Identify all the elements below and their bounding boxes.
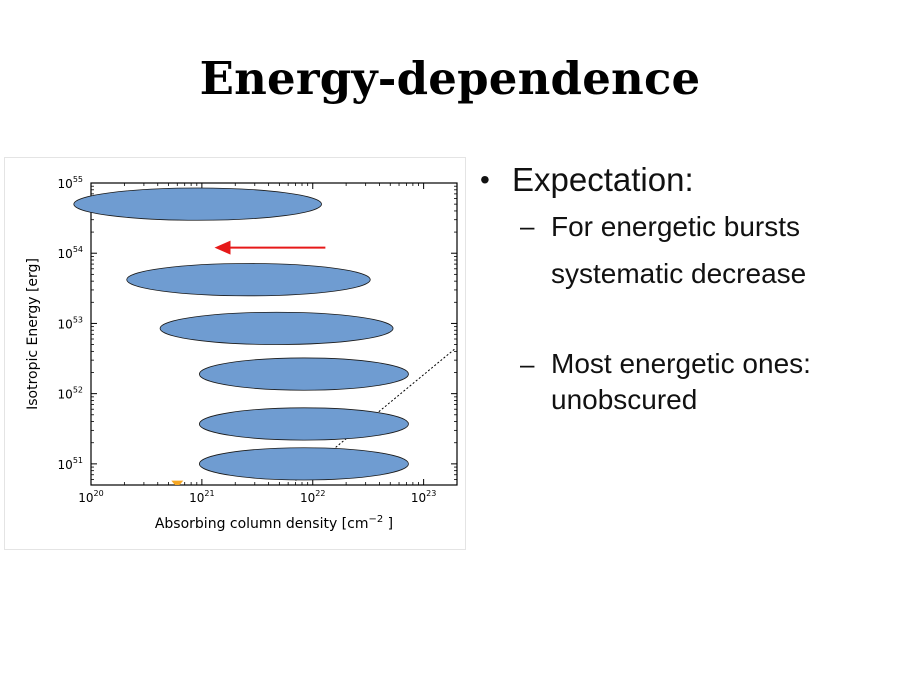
- y-axis-label: Isotropic Energy [erg]: [25, 258, 41, 410]
- chart: 1020 1021 1022 1023 1051 1052 1053 1054 1055 Abs…: [25, 175, 458, 532]
- data-ellipse: [199, 357, 409, 391]
- x-axis-label: Absorbing column density [cm−2 ]: [155, 514, 393, 532]
- bullet-list: • Expectation: – For energetic bursts sy…: [480, 160, 890, 418]
- subbullet-line: unobscured: [551, 384, 698, 415]
- bullet-expectation: • Expectation:: [480, 160, 890, 200]
- x-tick-label: 1022: [300, 489, 325, 505]
- overlays: [73, 187, 409, 481]
- y-tick-label: 1053: [58, 315, 83, 331]
- arrow-head-icon: [214, 240, 231, 255]
- x-tick-label: 1023: [411, 489, 436, 505]
- dash-icon: –: [520, 349, 535, 379]
- plot-area: [171, 348, 455, 485]
- y-tick-label: 1055: [58, 175, 83, 191]
- chart-figure: 1020 1021 1022 1023 1051 1052 1053 1054 1055 Abs…: [4, 157, 466, 550]
- data-ellipse: [73, 187, 322, 221]
- page-title: Energy-dependence: [199, 52, 701, 105]
- y-tick-label: 1054: [58, 245, 83, 261]
- data-ellipse: [199, 447, 409, 481]
- data-ellipse: [126, 263, 371, 297]
- axis-ticks: 1020 1021 1022 1023 1051 1052 1053 1054 1055: [58, 175, 457, 505]
- subbullet-energetic: – For energetic bursts systematic decrea…: [480, 203, 890, 297]
- x-tick-label: 1020: [78, 489, 103, 505]
- data-ellipse: [159, 311, 394, 345]
- subbullet-line: For energetic bursts: [551, 211, 800, 242]
- y-tick-label: 1052: [58, 386, 83, 402]
- subbullet-line: systematic decrease: [551, 258, 807, 289]
- data-ellipse: [199, 407, 409, 441]
- marker-point: [171, 480, 184, 485]
- subbullet-most-energetic: – Most energetic ones: unobscured: [480, 346, 890, 418]
- bullet-dot-icon: •: [480, 164, 490, 195]
- x-tick-label: 1021: [189, 489, 214, 505]
- y-tick-label: 1051: [58, 456, 83, 472]
- dash-icon: –: [520, 211, 535, 241]
- bullet-text: Expectation:: [512, 161, 694, 198]
- subbullet-line: Most energetic ones:: [551, 348, 811, 379]
